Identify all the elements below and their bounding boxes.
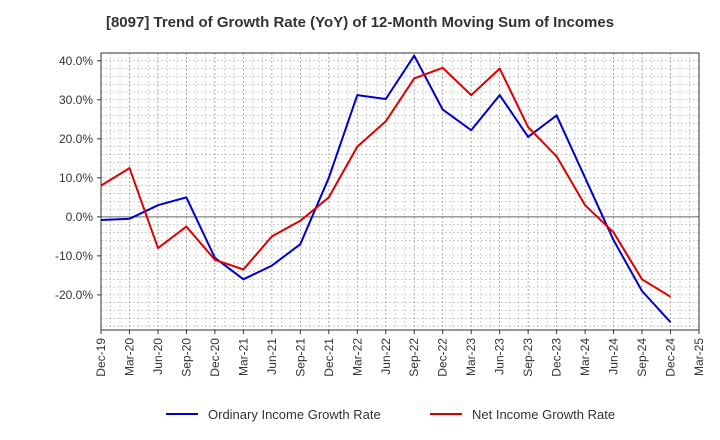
x-tick-label: Jun-23 <box>493 338 507 375</box>
x-tick-label: Mar-24 <box>578 338 592 376</box>
y-tick-label: 20.0% <box>59 132 93 146</box>
series-line-2 <box>100 66 672 298</box>
x-tick-label: Sep-20 <box>179 338 193 377</box>
x-tick-label: Sep-23 <box>521 338 535 377</box>
x-tick-label: Dec-21 <box>322 338 336 377</box>
x-tick-label: Sep-22 <box>407 338 421 377</box>
y-tick-label: -20.0% <box>55 288 93 302</box>
y-tick-label: 10.0% <box>59 171 93 185</box>
x-tick-label: Sep-24 <box>635 338 649 377</box>
x-tick-label: Mar-23 <box>464 338 478 376</box>
x-tick-label: Dec-22 <box>436 338 450 377</box>
x-tick-label: Dec-24 <box>664 338 678 377</box>
x-tick-label: Mar-20 <box>122 338 136 376</box>
x-tick-label: Mar-22 <box>350 338 364 376</box>
x-tick-label: Mar-25 <box>692 338 706 376</box>
plot-area <box>101 53 699 330</box>
y-tick-label: 30.0% <box>59 93 93 107</box>
legend-label-1: Ordinary Income Growth Rate <box>208 407 381 422</box>
x-tick-label: Dec-19 <box>94 338 108 377</box>
x-tick-label: Mar-21 <box>236 338 250 376</box>
x-tick-label: Jun-24 <box>607 338 621 375</box>
series-line-1 <box>100 54 672 323</box>
x-tick-label: Sep-21 <box>293 338 307 377</box>
y-tick-label: 0.0% <box>66 210 94 224</box>
x-tick-label: Jun-20 <box>151 338 165 375</box>
x-tick-label: Dec-23 <box>550 338 564 377</box>
x-tick-label: Dec-20 <box>208 338 222 377</box>
y-tick-label: 40.0% <box>59 54 93 68</box>
y-tick-label: -10.0% <box>55 249 93 263</box>
plot-border <box>100 52 700 331</box>
x-tick-label: Jun-22 <box>379 338 393 375</box>
legend-label-2: Net Income Growth Rate <box>472 407 615 422</box>
chart-title: [8097] Trend of Growth Rate (YoY) of 12-… <box>105 14 615 31</box>
x-tick-label: Jun-21 <box>265 338 279 375</box>
